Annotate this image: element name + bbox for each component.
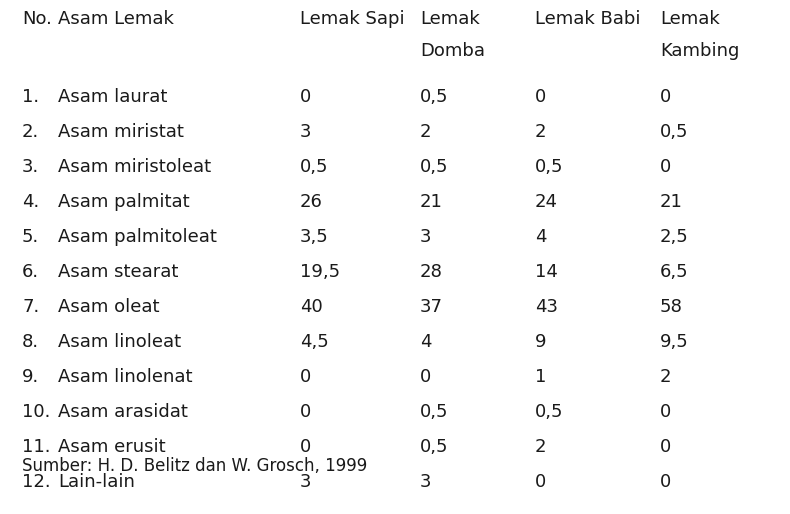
Text: 11.: 11. (22, 438, 51, 456)
Text: 21: 21 (420, 193, 443, 211)
Text: 4,5: 4,5 (300, 333, 329, 351)
Text: 26: 26 (300, 193, 323, 211)
Text: 2,5: 2,5 (660, 228, 689, 246)
Text: 3: 3 (300, 123, 311, 141)
Text: Asam palmitat: Asam palmitat (58, 193, 190, 211)
Text: 58: 58 (660, 298, 683, 316)
Text: 0: 0 (300, 88, 311, 106)
Text: 2: 2 (535, 123, 547, 141)
Text: 0,5: 0,5 (420, 88, 449, 106)
Text: Lemak: Lemak (420, 10, 480, 28)
Text: 0: 0 (535, 473, 546, 491)
Text: 0: 0 (300, 368, 311, 386)
Text: No.: No. (22, 10, 52, 28)
Text: 0,5: 0,5 (420, 403, 449, 421)
Text: 19,5: 19,5 (300, 263, 340, 281)
Text: 0: 0 (300, 403, 311, 421)
Text: 28: 28 (420, 263, 443, 281)
Text: 0: 0 (660, 473, 672, 491)
Text: 0,5: 0,5 (535, 158, 563, 176)
Text: 0: 0 (660, 158, 672, 176)
Text: Asam Lemak: Asam Lemak (58, 10, 174, 28)
Text: 6,5: 6,5 (660, 263, 689, 281)
Text: 2: 2 (535, 438, 547, 456)
Text: Domba: Domba (420, 42, 485, 60)
Text: 0,5: 0,5 (535, 403, 563, 421)
Text: 2: 2 (420, 123, 431, 141)
Text: 12.: 12. (22, 473, 51, 491)
Text: 5.: 5. (22, 228, 40, 246)
Text: Asam miristoleat: Asam miristoleat (58, 158, 211, 176)
Text: 0: 0 (660, 438, 672, 456)
Text: 0: 0 (300, 438, 311, 456)
Text: Asam laurat: Asam laurat (58, 88, 167, 106)
Text: 0: 0 (535, 88, 546, 106)
Text: 6.: 6. (22, 263, 40, 281)
Text: 4: 4 (420, 333, 431, 351)
Text: 0: 0 (660, 403, 672, 421)
Text: Lemak: Lemak (660, 10, 720, 28)
Text: 43: 43 (535, 298, 558, 316)
Text: Asam stearat: Asam stearat (58, 263, 179, 281)
Text: 10.: 10. (22, 403, 51, 421)
Text: 3: 3 (300, 473, 311, 491)
Text: 9: 9 (535, 333, 547, 351)
Text: 2: 2 (660, 368, 672, 386)
Text: 3: 3 (420, 228, 431, 246)
Text: 3,5: 3,5 (300, 228, 329, 246)
Text: 24: 24 (535, 193, 558, 211)
Text: 0,5: 0,5 (420, 438, 449, 456)
Text: 21: 21 (660, 193, 683, 211)
Text: 9,5: 9,5 (660, 333, 689, 351)
Text: Asam erusit: Asam erusit (58, 438, 166, 456)
Text: 3.: 3. (22, 158, 40, 176)
Text: 0,5: 0,5 (660, 123, 689, 141)
Text: Lain-lain: Lain-lain (58, 473, 135, 491)
Text: 7.: 7. (22, 298, 40, 316)
Text: 0: 0 (420, 368, 431, 386)
Text: Asam oleat: Asam oleat (58, 298, 160, 316)
Text: 0,5: 0,5 (420, 158, 449, 176)
Text: 0,5: 0,5 (300, 158, 329, 176)
Text: Asam arasidat: Asam arasidat (58, 403, 188, 421)
Text: 9.: 9. (22, 368, 40, 386)
Text: Kambing: Kambing (660, 42, 739, 60)
Text: 2.: 2. (22, 123, 40, 141)
Text: 14: 14 (535, 263, 558, 281)
Text: 1: 1 (535, 368, 547, 386)
Text: 40: 40 (300, 298, 323, 316)
Text: 8.: 8. (22, 333, 40, 351)
Text: Asam palmitoleat: Asam palmitoleat (58, 228, 217, 246)
Text: 4: 4 (535, 228, 547, 246)
Text: Asam linolenat: Asam linolenat (58, 368, 193, 386)
Text: Asam miristat: Asam miristat (58, 123, 184, 141)
Text: 37: 37 (420, 298, 443, 316)
Text: Asam linoleat: Asam linoleat (58, 333, 181, 351)
Text: Lemak Babi: Lemak Babi (535, 10, 641, 28)
Text: 3: 3 (420, 473, 431, 491)
Text: Lemak Sapi: Lemak Sapi (300, 10, 404, 28)
Text: Sumber: H. D. Belitz dan W. Grosch, 1999: Sumber: H. D. Belitz dan W. Grosch, 1999 (22, 457, 367, 475)
Text: 4.: 4. (22, 193, 40, 211)
Text: 1.: 1. (22, 88, 40, 106)
Text: 0: 0 (660, 88, 672, 106)
